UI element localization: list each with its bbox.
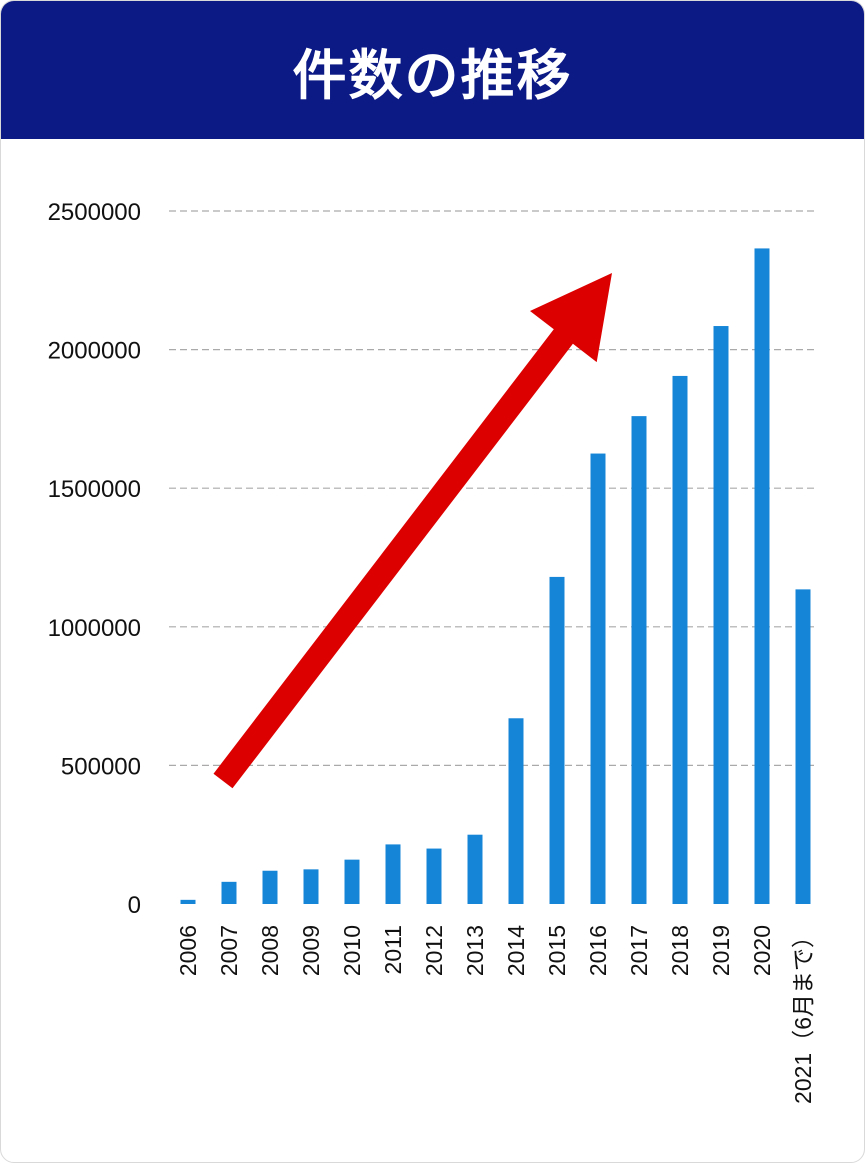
bar — [221, 881, 237, 904]
x-tick-label: 2017 — [626, 925, 652, 976]
x-tick-label: 2020 — [749, 925, 775, 976]
x-tick-label: 2015 — [544, 925, 570, 976]
bar — [754, 248, 770, 904]
x-tick-label: 2010 — [339, 925, 365, 976]
x-tick-label: 2011 — [380, 925, 406, 974]
x-tick-label: 2007 — [216, 925, 242, 976]
grid-lines — [169, 210, 816, 767]
bars — [180, 248, 811, 905]
bar — [262, 870, 278, 904]
trend-arrow — [213, 273, 612, 789]
x-tick-label: 2006 — [175, 925, 201, 976]
x-tick-label: 2021（6月まで） — [790, 925, 816, 1104]
y-tick-label: 0 — [128, 892, 141, 919]
y-tick-label: 1500000 — [48, 476, 141, 503]
x-tick-label: 2014 — [503, 925, 529, 976]
bar — [303, 869, 319, 904]
bar — [631, 416, 647, 904]
bar — [795, 589, 811, 904]
bar — [344, 859, 360, 904]
title-banner: 件数の推移 — [1, 1, 864, 139]
bar — [508, 718, 524, 904]
bar — [180, 899, 196, 904]
bar — [426, 848, 442, 904]
bar — [672, 375, 688, 905]
bar — [713, 326, 729, 905]
chart-title: 件数の推移 — [292, 43, 573, 107]
trend-arrow-shape — [213, 273, 612, 789]
y-tick-label: 2000000 — [48, 338, 141, 365]
x-tick-label: 2013 — [462, 925, 488, 976]
y-tick-label: 1000000 — [48, 615, 141, 642]
bar — [590, 453, 606, 904]
x-axis-tick-labels: 2006 2007 2008 2009 2010 2011 2012 2013 2014 2015… — [175, 925, 816, 1104]
y-tick-label: 2500000 — [48, 199, 141, 226]
x-tick-label: 2016 — [585, 925, 611, 976]
x-tick-label: 2008 — [257, 925, 283, 976]
x-tick-label: 2012 — [421, 925, 447, 976]
bar — [549, 576, 565, 904]
bar — [385, 844, 401, 904]
x-tick-label: 2018 — [667, 925, 693, 976]
bar — [467, 834, 483, 904]
y-tick-label: 500000 — [61, 753, 141, 780]
y-axis-tick-labels: 0 500000 1000000 1500000 2000000 2500000 — [48, 199, 141, 919]
x-tick-label: 2009 — [298, 925, 324, 976]
x-tick-label: 2019 — [708, 925, 734, 976]
